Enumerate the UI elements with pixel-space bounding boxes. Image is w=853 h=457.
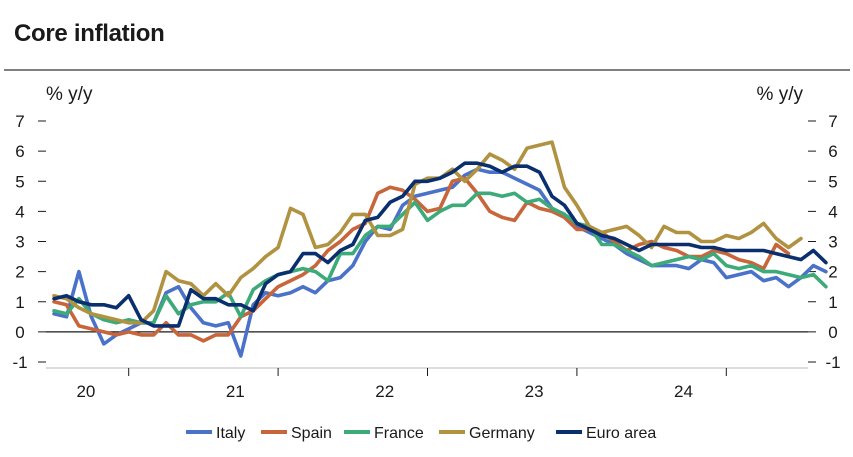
y-tick-label-right: 3 xyxy=(828,233,837,252)
series-lines xyxy=(52,140,828,358)
y-axis-label-right: % y/y xyxy=(757,84,804,105)
series-line-spain xyxy=(52,176,791,343)
series-line-france xyxy=(52,191,828,325)
y-tick-label-right: -1 xyxy=(825,353,840,372)
y-tick-label-right: 7 xyxy=(828,112,837,131)
legend-label-germany: Germany xyxy=(469,425,535,442)
legend-label-italy: Italy xyxy=(216,425,245,442)
y-axis-right: -1 0 1 2 3 4 5 6 7 xyxy=(808,112,841,372)
y-tick-label-left: 4 xyxy=(15,202,24,221)
x-axis: 20 21 22 23 24 xyxy=(46,331,808,401)
y-tick-label-right: 6 xyxy=(828,142,837,161)
y-tick-label-right: 1 xyxy=(828,293,837,312)
title-divider xyxy=(4,69,850,71)
series-line-germany xyxy=(52,140,803,325)
y-tick-label-left: 6 xyxy=(15,142,24,161)
y-tick-label-left: 1 xyxy=(15,293,24,312)
x-tick-label: 20 xyxy=(76,382,95,401)
y-tick-label-left: 7 xyxy=(15,112,24,131)
y-tick-label-left: 2 xyxy=(15,263,24,282)
x-tick-label: 23 xyxy=(525,382,544,401)
x-tick-label: 22 xyxy=(375,382,394,401)
chart-title: Core inflation xyxy=(14,20,165,47)
y-axis-left: -1 0 1 2 3 4 5 6 7 xyxy=(12,112,46,372)
legend-label-spain: Spain xyxy=(291,425,332,442)
y-tick-label-right: 4 xyxy=(828,202,837,221)
x-tick-label: 21 xyxy=(226,382,245,401)
series-line-euro-area xyxy=(52,161,828,328)
series-line-italy xyxy=(52,167,828,358)
y-tick-label-right: 0 xyxy=(828,323,837,342)
y-tick-label-right: 2 xyxy=(828,263,837,282)
y-tick-label-left: -1 xyxy=(12,353,27,372)
y-tick-label-left: 3 xyxy=(15,233,24,252)
y-axis-label-left: % y/y xyxy=(46,84,93,105)
legend: Italy Spain France Germany Euro area xyxy=(186,425,656,442)
legend-label-france: France xyxy=(374,425,424,442)
y-tick-label-left: 5 xyxy=(15,172,24,191)
y-tick-label-right: 5 xyxy=(828,172,837,191)
x-tick-label: 24 xyxy=(674,382,693,401)
legend-label-euro-area: Euro area xyxy=(586,425,656,442)
y-tick-label-left: 0 xyxy=(15,323,24,342)
